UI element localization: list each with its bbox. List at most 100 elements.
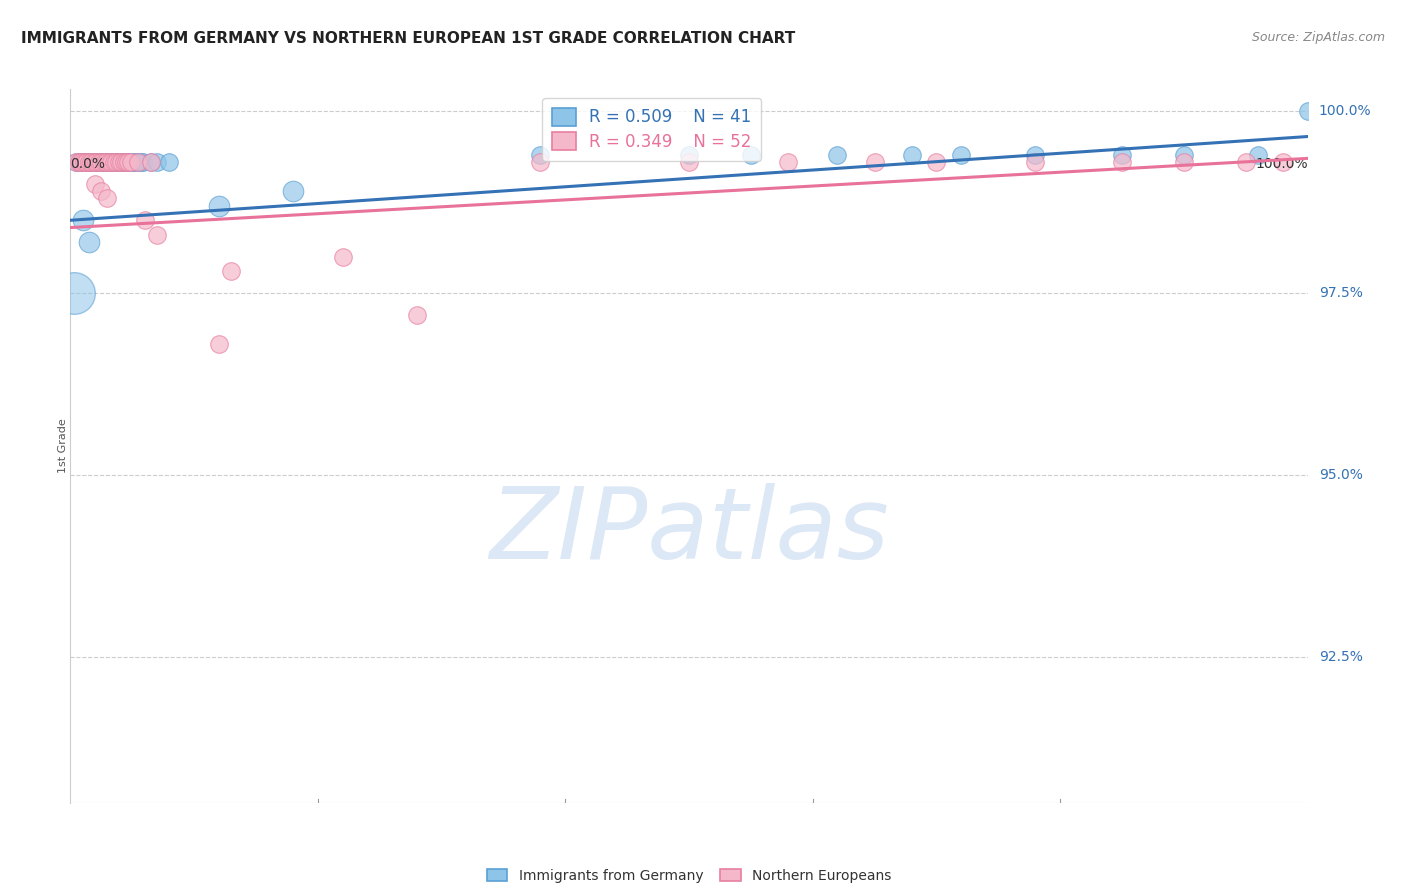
Point [75,155,97,169]
Text: IMMIGRANTS FROM GERMANY VS NORTHERN EUROPEAN 1ST GRADE CORRELATION CHART: IMMIGRANTS FROM GERMANY VS NORTHERN EURO… [21,31,796,46]
Point [115,155,138,169]
Point [125,155,148,169]
Point [96,155,118,169]
Point [117,155,139,169]
Point [1173,147,1195,161]
Point [332,250,354,264]
Point [103,155,125,169]
Point [1173,155,1195,169]
Point [1247,147,1270,161]
Point [93,155,115,169]
Point [219,264,242,278]
Point [105,155,128,169]
Point [65,155,87,169]
Point [146,155,169,169]
Point [112,155,135,169]
Point [93,155,115,169]
Point [90,184,112,198]
Point [1111,155,1133,169]
Point [1024,147,1046,161]
Point [863,155,886,169]
Point [80,155,103,169]
Point [132,155,155,169]
Point [129,155,152,169]
Point [96,191,118,205]
Point [1024,155,1046,169]
Point [107,155,129,169]
Point [77,235,100,249]
Point [146,227,169,242]
Point [63,286,86,301]
Point [529,155,551,169]
Point [950,147,973,161]
Point [72,155,94,169]
Point [67,155,90,169]
Point [120,155,142,169]
Point [405,308,427,322]
Point [900,147,922,161]
Point [77,155,100,169]
Point [529,147,551,161]
Y-axis label: 1st Grade: 1st Grade [58,418,67,474]
Point [65,155,87,169]
Point [740,147,762,161]
Point [107,155,129,169]
Point [120,155,142,169]
Point [83,155,105,169]
Point [100,155,122,169]
Text: 92.5%: 92.5% [1319,650,1362,665]
Point [84,155,107,169]
Point [1234,155,1257,169]
Point [75,155,97,169]
Point [139,155,162,169]
Point [157,155,180,169]
Point [827,147,849,161]
Point [110,155,132,169]
Point [80,155,103,169]
Point [1111,147,1133,161]
Text: Source: ZipAtlas.com: Source: ZipAtlas.com [1251,31,1385,45]
Text: 95.0%: 95.0% [1319,468,1362,483]
Point [925,155,948,169]
Point [678,155,700,169]
Point [73,155,96,169]
Point [134,213,156,227]
Point [110,155,132,169]
Point [1271,155,1294,169]
Point [77,155,100,169]
Legend: Immigrants from Germany, Northern Europeans: Immigrants from Germany, Northern Europe… [481,863,897,888]
Point [90,155,112,169]
Text: 97.5%: 97.5% [1319,286,1362,300]
Point [84,177,107,191]
Point [90,155,112,169]
Point [103,155,125,169]
Point [678,147,700,161]
Point [72,213,94,227]
Point [208,337,231,351]
Point [139,155,162,169]
Point [84,155,107,169]
Point [87,155,110,169]
Point [115,155,138,169]
Point [112,155,135,169]
Text: 100.0%: 100.0% [1256,157,1308,171]
Point [208,199,231,213]
Point [70,155,93,169]
Point [97,155,120,169]
Point [122,155,145,169]
Point [69,155,91,169]
Point [117,155,139,169]
Point [127,155,149,169]
Point [87,155,110,169]
Point [281,184,304,198]
Point [96,155,118,169]
Point [105,155,128,169]
Point [100,155,122,169]
Point [97,155,120,169]
Point [127,155,149,169]
Point [776,155,799,169]
Point [1296,103,1319,118]
Point [83,155,105,169]
Text: 0.0%: 0.0% [70,157,105,171]
Text: ZIPatlas: ZIPatlas [489,483,889,580]
